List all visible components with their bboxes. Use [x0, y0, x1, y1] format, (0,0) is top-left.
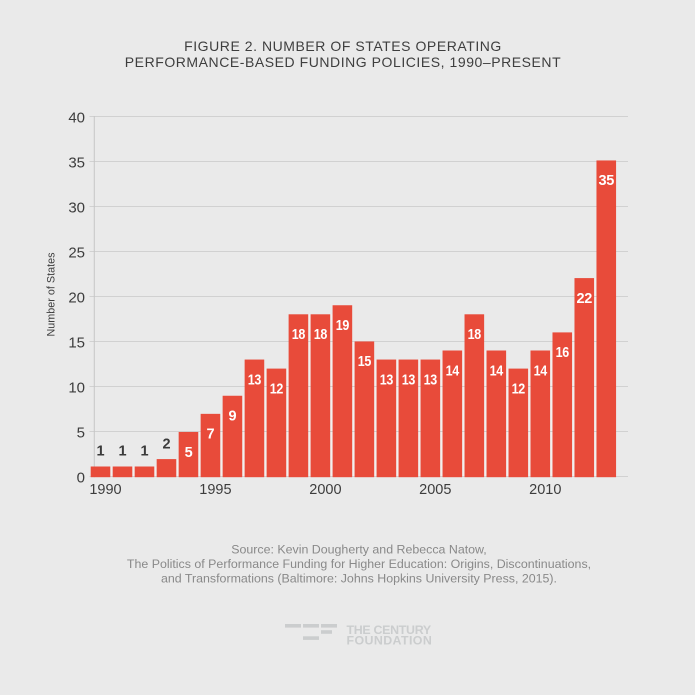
svg-text:1995: 1995 — [199, 482, 231, 498]
svg-text:13: 13 — [248, 372, 262, 388]
svg-text:1: 1 — [140, 444, 148, 460]
svg-text:1990: 1990 — [89, 482, 121, 498]
svg-text:15: 15 — [68, 334, 85, 351]
svg-text:FIGURE 2. NUMBER OF STATES OPE: FIGURE 2. NUMBER OF STATES OPERATING — [184, 38, 502, 54]
svg-text:7: 7 — [207, 427, 215, 443]
svg-text:40: 40 — [68, 109, 85, 126]
svg-text:2: 2 — [162, 436, 170, 452]
svg-text:18: 18 — [468, 327, 482, 343]
svg-text:16: 16 — [556, 345, 570, 361]
svg-text:15: 15 — [358, 354, 372, 370]
svg-text:20: 20 — [68, 289, 85, 306]
svg-text:13: 13 — [424, 372, 438, 388]
svg-text:19: 19 — [336, 318, 350, 334]
svg-text:1: 1 — [118, 444, 126, 460]
svg-text:Number of States: Number of States — [46, 252, 58, 337]
svg-text:14: 14 — [534, 363, 548, 379]
svg-text:25: 25 — [68, 244, 85, 261]
svg-text:14: 14 — [446, 363, 460, 379]
svg-text:2000: 2000 — [309, 482, 341, 498]
svg-text:The Politics of Performance Fu: The Politics of Performance Funding for … — [127, 557, 591, 571]
svg-text:1: 1 — [96, 444, 104, 460]
svg-text:12: 12 — [270, 381, 284, 397]
svg-text:Source: Kevin Dougherty and Re: Source: Kevin Dougherty and Rebecca Nato… — [231, 543, 487, 557]
svg-text:13: 13 — [402, 372, 416, 388]
svg-text:5: 5 — [77, 424, 85, 441]
svg-text:FOUNDATION: FOUNDATION — [347, 633, 433, 647]
svg-text:35: 35 — [68, 154, 85, 171]
svg-text:14: 14 — [490, 363, 504, 379]
svg-text:PERFORMANCE-BASED FUNDING POLI: PERFORMANCE-BASED FUNDING POLICIES, 1990… — [125, 54, 561, 70]
svg-text:0: 0 — [77, 469, 85, 486]
svg-text:18: 18 — [314, 327, 328, 343]
svg-text:12: 12 — [512, 381, 526, 397]
svg-text:18: 18 — [292, 327, 306, 343]
svg-text:13: 13 — [380, 372, 394, 388]
svg-text:2010: 2010 — [529, 482, 561, 498]
svg-text:30: 30 — [68, 199, 85, 216]
svg-text:35: 35 — [599, 173, 615, 189]
svg-text:and Transformations (Baltimore: and Transformations (Baltimore: Johns Ho… — [161, 572, 557, 586]
svg-text:5: 5 — [185, 445, 193, 461]
svg-text:22: 22 — [577, 291, 593, 307]
svg-text:10: 10 — [68, 379, 85, 396]
svg-text:2005: 2005 — [419, 482, 451, 498]
svg-text:9: 9 — [229, 409, 237, 425]
svg-text:THE CENTURY: THE CENTURY — [347, 623, 432, 637]
